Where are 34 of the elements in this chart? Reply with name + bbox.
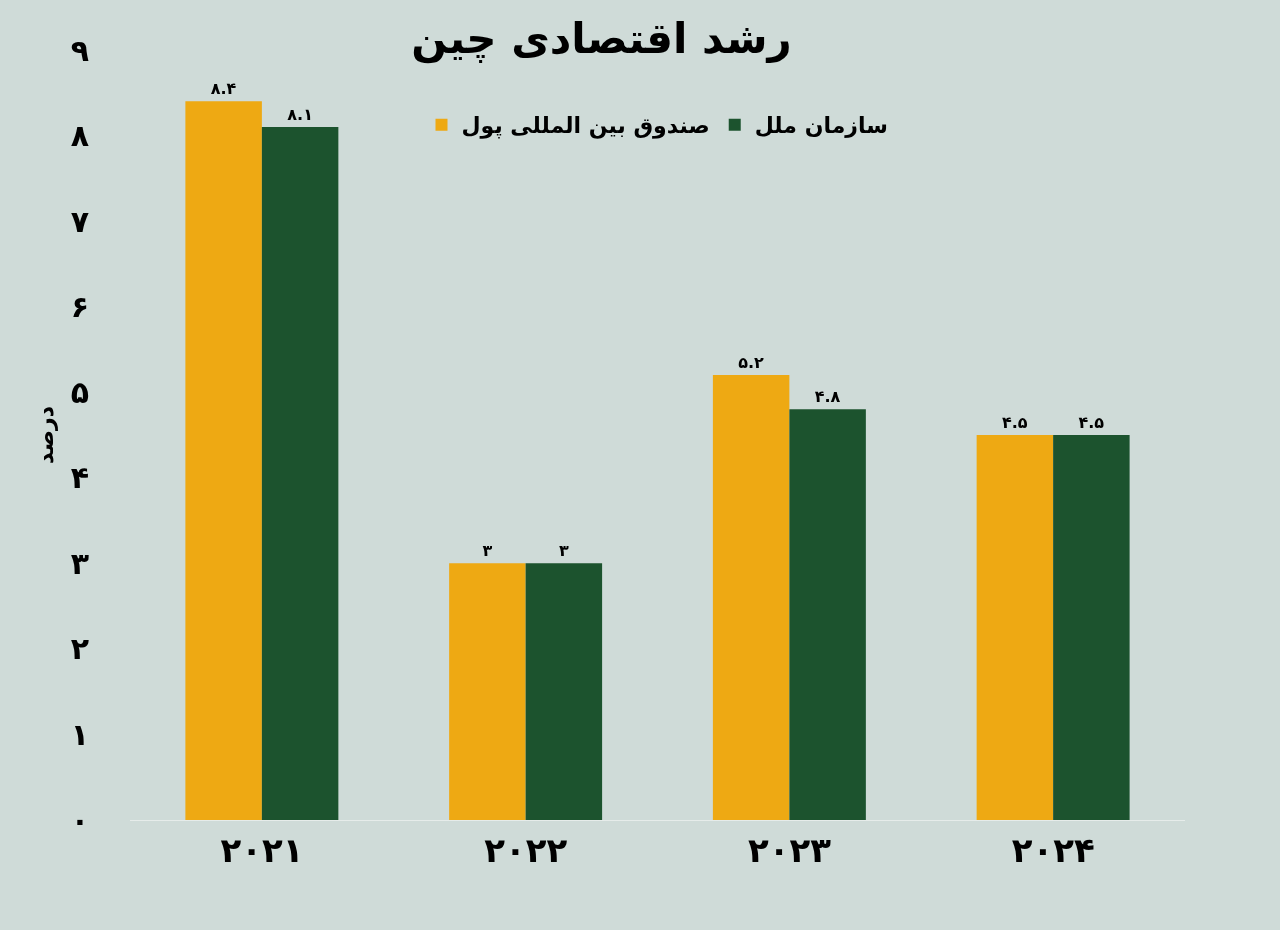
y-tick-label: ۳ xyxy=(70,545,89,581)
y-tick-label: ۶ xyxy=(70,289,89,325)
y-tick-label: ۵ xyxy=(70,374,89,410)
data-label: ۴.۵ xyxy=(1001,413,1028,432)
bar xyxy=(976,435,1054,820)
bar xyxy=(525,563,603,820)
y-tick-label: ۴ xyxy=(70,460,89,496)
x-tick-label: ۲۰۲۲ xyxy=(484,829,568,870)
y-tick-label: ۱ xyxy=(70,716,89,752)
data-label: ۳ xyxy=(558,541,569,561)
chart-title: رشد اقتصادی چین xyxy=(411,13,792,64)
x-tick-label: ۲۰۲۴ xyxy=(1011,829,1095,870)
y-axis-title: درصد xyxy=(33,406,59,464)
bar xyxy=(449,563,526,820)
data-label: ۳ xyxy=(482,541,493,561)
legend-label: سازمان ملل xyxy=(754,113,888,139)
x-tick-label: ۲۰۲۱ xyxy=(220,829,304,870)
y-tick-label: ۲ xyxy=(70,631,89,667)
data-label: ۵.۲ xyxy=(738,353,765,373)
y-tick-label: ۷ xyxy=(70,203,89,239)
y-tick-label: ۹ xyxy=(70,32,89,68)
bar xyxy=(789,409,866,820)
y-tick-label: ۰ xyxy=(70,802,89,838)
legend-label: صندوق بین المللی پول xyxy=(461,113,710,140)
bar xyxy=(261,127,339,820)
data-label: ۸.۴ xyxy=(210,79,237,99)
x-tick-label: ۲۰۲۳ xyxy=(747,829,832,870)
bar xyxy=(712,375,790,820)
data-label: ۸.۱ xyxy=(287,105,313,124)
data-label: ۴.۸ xyxy=(814,387,841,407)
bar xyxy=(185,101,262,820)
data-label: ۴.۵ xyxy=(1078,413,1105,432)
y-tick-label: ۸ xyxy=(70,118,89,154)
bar xyxy=(1053,435,1130,820)
